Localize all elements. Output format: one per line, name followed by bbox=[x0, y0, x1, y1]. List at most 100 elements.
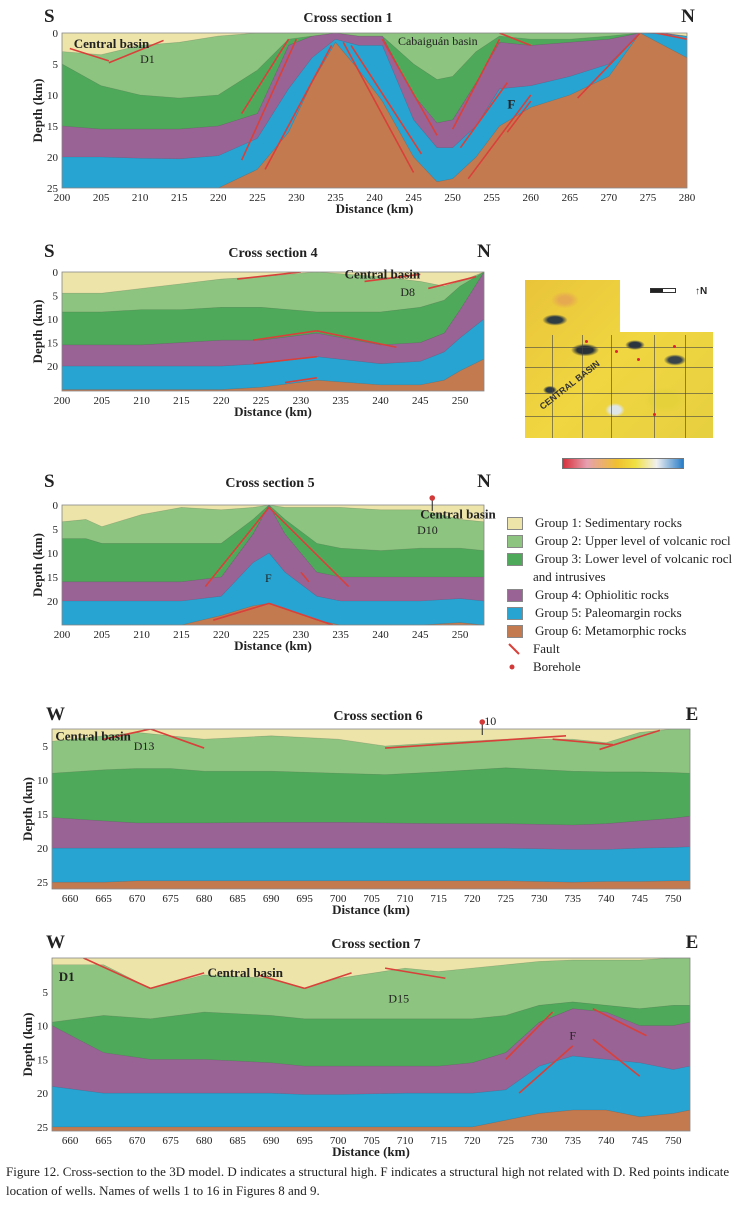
plot-frame bbox=[51, 728, 691, 890]
x-tick-label: 225 bbox=[249, 192, 266, 204]
x-tick-label: 665 bbox=[95, 893, 112, 905]
x-tick-label: 230 bbox=[293, 629, 310, 641]
fault-line bbox=[252, 330, 317, 341]
map-grid-line bbox=[685, 335, 686, 438]
plot-frame bbox=[51, 957, 691, 1132]
x-tick-label: 255 bbox=[483, 192, 500, 204]
map-grid-line bbox=[582, 335, 583, 438]
legend-label: Group 3: Lower level of volcanic rocl bbox=[535, 551, 733, 566]
annotation-label: Central basin bbox=[345, 266, 421, 281]
x-tick-label: 750 bbox=[665, 893, 682, 905]
x-tick-label: 245 bbox=[405, 192, 422, 204]
x-tick-label: 230 bbox=[288, 192, 305, 204]
y-axis-label: Depth (km) bbox=[30, 300, 45, 364]
borehole-icon bbox=[479, 719, 486, 725]
x-tick-label: 735 bbox=[564, 893, 581, 905]
fault-line bbox=[284, 377, 317, 384]
x-tick-label: 725 bbox=[497, 893, 514, 905]
x-axis-label: Distance (km) bbox=[336, 201, 414, 216]
fault-line bbox=[69, 47, 110, 62]
x-tick-label: 235 bbox=[332, 629, 349, 641]
borehole-label: 10 bbox=[484, 714, 496, 728]
legend-label: Group 6: Metamorphic rocks bbox=[535, 623, 687, 638]
x-tick-label: 685 bbox=[229, 893, 246, 905]
x-tick-label: 745 bbox=[631, 893, 648, 905]
x-axis-label: Distance (km) bbox=[234, 404, 312, 419]
fault-line bbox=[264, 45, 333, 170]
x-tick-label: 715 bbox=[430, 1135, 447, 1147]
fault-line bbox=[364, 273, 421, 283]
fault-line bbox=[257, 974, 305, 990]
compass-left: W bbox=[46, 704, 65, 725]
compass-right: E bbox=[686, 932, 699, 953]
fault-line bbox=[268, 506, 350, 588]
annotation-label: D8 bbox=[400, 285, 415, 299]
fault-line bbox=[552, 738, 614, 746]
legend-item-g4: Group 4: Ophiolitic rocks bbox=[507, 586, 732, 604]
legend-label: Group 5: Paleomargin rocks bbox=[535, 605, 682, 620]
fault-line bbox=[204, 506, 270, 588]
layer-group-1 bbox=[62, 505, 484, 527]
fault-line bbox=[451, 38, 501, 130]
legend-label-continuation: and intrusives bbox=[533, 569, 606, 584]
fault-icon bbox=[508, 643, 520, 655]
y-tick-label: 25 bbox=[37, 877, 49, 889]
x-tick-label: 740 bbox=[598, 893, 615, 905]
map-grid-line bbox=[525, 393, 713, 394]
well-marker bbox=[637, 358, 640, 361]
y-tick-label: 0 bbox=[53, 28, 59, 40]
location-map: CENTRAL BASIN ↑N bbox=[525, 280, 713, 438]
fault-line bbox=[237, 272, 301, 280]
scale-bar bbox=[650, 288, 676, 293]
compass-right: N bbox=[477, 471, 491, 492]
fault-line bbox=[577, 33, 641, 99]
fault-line bbox=[655, 33, 687, 40]
x-tick-label: 205 bbox=[94, 395, 111, 407]
x-tick-label: 690 bbox=[263, 893, 280, 905]
map-grid-line bbox=[525, 347, 713, 348]
y-tick-label: 20 bbox=[37, 1088, 49, 1100]
x-tick-label: 210 bbox=[133, 395, 150, 407]
x-tick-label: 735 bbox=[564, 1135, 581, 1147]
y-tick-label: 10 bbox=[47, 548, 59, 560]
x-tick-label: 730 bbox=[531, 1135, 548, 1147]
fault-line bbox=[384, 967, 446, 980]
y-tick-label: 5 bbox=[53, 291, 59, 303]
y-tick-label: 20 bbox=[47, 152, 59, 164]
map-grid-line bbox=[525, 367, 713, 368]
x-tick-label: 260 bbox=[523, 192, 540, 204]
layer-group-1 bbox=[62, 272, 484, 294]
x-tick-label: 745 bbox=[631, 1135, 648, 1147]
fault-line bbox=[213, 602, 270, 621]
fault-line bbox=[316, 330, 397, 349]
map-grid-line bbox=[552, 335, 553, 438]
x-tick-label: 705 bbox=[363, 893, 380, 905]
fault-line bbox=[592, 1007, 647, 1037]
x-tick-label: 205 bbox=[93, 192, 110, 204]
fault-line bbox=[240, 38, 298, 161]
annotation-label: D10 bbox=[417, 523, 438, 537]
y-axis-label: Depth (km) bbox=[20, 777, 35, 841]
y-tick-label: 5 bbox=[53, 59, 59, 71]
y-tick-label: 15 bbox=[47, 121, 59, 133]
plot-area bbox=[62, 505, 484, 625]
map-grid-line bbox=[654, 335, 655, 438]
fault-line bbox=[459, 82, 508, 149]
cross-section-4: Cross section 6 W E 660 665 670 675 680 685 690 69… bbox=[20, 704, 698, 917]
annotation-label: Central basin bbox=[74, 36, 150, 51]
x-tick-label: 235 bbox=[332, 395, 349, 407]
fault-line bbox=[385, 735, 567, 749]
fault-line bbox=[599, 729, 661, 751]
y-tick-label: 25 bbox=[37, 1122, 49, 1134]
x-tick-label: 665 bbox=[95, 1135, 112, 1147]
x-tick-label: 660 bbox=[62, 1135, 79, 1147]
y-tick-label: 15 bbox=[37, 809, 49, 821]
x-tick-label: 215 bbox=[171, 192, 188, 204]
x-tick-label: 660 bbox=[62, 893, 79, 905]
x-tick-label: 675 bbox=[162, 1135, 179, 1147]
fault-line bbox=[150, 972, 205, 990]
map-grid-line bbox=[525, 416, 713, 417]
x-tick-label: 670 bbox=[129, 893, 146, 905]
